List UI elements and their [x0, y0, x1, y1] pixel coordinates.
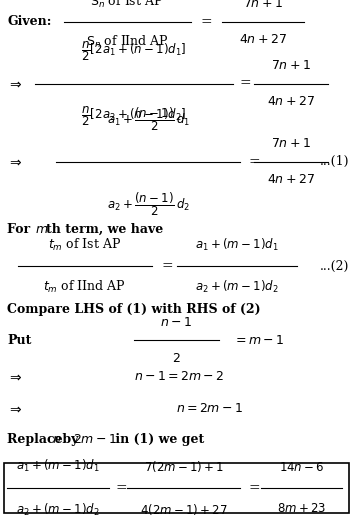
Text: Replace: Replace — [7, 433, 67, 446]
Text: $a_1+(m-1)d_1$: $a_1+(m-1)d_1$ — [195, 237, 279, 253]
Text: =: = — [249, 155, 260, 169]
Text: $a_2+(m-1)d_2$: $a_2+(m-1)d_2$ — [195, 279, 278, 295]
Text: =: = — [201, 15, 212, 29]
Text: $a_1+\dfrac{(n-1)}{2}\,d_1$: $a_1+\dfrac{(n-1)}{2}\,d_1$ — [107, 105, 190, 133]
Text: $7n+1$: $7n+1$ — [271, 59, 311, 72]
Text: $\dfrac{n}{2}[2a_2+(n-1)d_2]$: $\dfrac{n}{2}[2a_2+(n-1)d_2]$ — [82, 104, 187, 128]
Text: Compare LHS of (1) with RHS of (2): Compare LHS of (1) with RHS of (2) — [7, 303, 261, 315]
Text: $\dfrac{n}{2}[2a_1+(n-1)d_1]$: $\dfrac{n}{2}[2a_1+(n-1)d_1]$ — [82, 39, 187, 63]
Text: $t_m$ of IInd AP: $t_m$ of IInd AP — [43, 279, 126, 295]
Text: =: = — [240, 77, 251, 90]
Text: in (1) we get: in (1) we get — [111, 433, 204, 446]
Text: $m$: $m$ — [35, 223, 48, 236]
Text: =: = — [162, 259, 173, 273]
Text: $8m+23$: $8m+23$ — [277, 502, 327, 515]
Text: $2m-1$: $2m-1$ — [73, 433, 117, 446]
Text: $n$: $n$ — [52, 433, 61, 446]
Text: ...(2): ...(2) — [320, 260, 349, 272]
Text: $n-1$: $n-1$ — [161, 316, 192, 329]
Text: $n-1 = 2m-2$: $n-1 = 2m-2$ — [134, 371, 225, 383]
Text: $7n+1$: $7n+1$ — [243, 0, 283, 10]
Text: $2$: $2$ — [172, 352, 181, 365]
Text: For: For — [7, 223, 35, 236]
Text: $\Rightarrow$: $\Rightarrow$ — [7, 155, 23, 169]
Text: $4(2m-1)+27$: $4(2m-1)+27$ — [140, 502, 227, 517]
Text: $\mathrm{S}_n$ of Ist AP: $\mathrm{S}_n$ of Ist AP — [90, 0, 164, 10]
Text: $4n+27$: $4n+27$ — [267, 95, 315, 108]
Text: $4n+27$: $4n+27$ — [267, 173, 315, 186]
Text: $a_1+(m-1)d_1$: $a_1+(m-1)d_1$ — [16, 458, 100, 474]
Text: $n = 2m-1$: $n = 2m-1$ — [176, 402, 244, 414]
FancyBboxPatch shape — [4, 463, 349, 513]
Text: $\mathrm{S}_n$ of IInd AP: $\mathrm{S}_n$ of IInd AP — [85, 33, 169, 50]
Text: $7(2m-1)+1$: $7(2m-1)+1$ — [144, 459, 223, 474]
Text: $7n+1$: $7n+1$ — [271, 137, 311, 150]
Text: =: = — [116, 481, 127, 495]
Text: Given:: Given: — [7, 16, 52, 28]
Text: by: by — [58, 433, 83, 446]
Text: $= m-1$: $= m-1$ — [233, 334, 285, 347]
Text: Put: Put — [7, 334, 31, 347]
Text: $a_2+(m-1)d_2$: $a_2+(m-1)d_2$ — [17, 502, 100, 518]
Text: $14n-6$: $14n-6$ — [279, 461, 325, 474]
Text: =: = — [249, 481, 260, 495]
Text: ...(1): ...(1) — [320, 156, 349, 168]
Text: $4n+27$: $4n+27$ — [239, 33, 287, 46]
Text: $t_m$ of Ist AP: $t_m$ of Ist AP — [48, 237, 121, 253]
Text: $\Rightarrow$: $\Rightarrow$ — [7, 370, 23, 384]
Text: $\Rightarrow$: $\Rightarrow$ — [7, 77, 23, 90]
Text: th term, we have: th term, we have — [46, 223, 163, 236]
Text: $\Rightarrow$: $\Rightarrow$ — [7, 401, 23, 415]
Text: $a_2+\dfrac{(n-1)}{2}\,d_2$: $a_2+\dfrac{(n-1)}{2}\,d_2$ — [107, 191, 190, 218]
